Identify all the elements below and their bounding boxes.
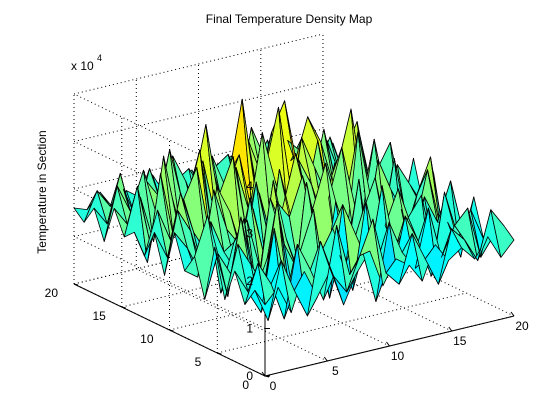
wall-grid-horizontal-back [73, 33, 324, 95]
y-tick-label: 5 [195, 355, 202, 369]
x-tick-label: 10 [391, 349, 405, 363]
x-tick-label: 5 [332, 364, 339, 378]
x-tick-label: 15 [453, 334, 467, 348]
y-tick-label: 10 [140, 332, 154, 346]
z-exponent-base: x 10 [71, 59, 94, 73]
surface-face [490, 209, 515, 258]
wall-grid-horizontal-left [73, 141, 266, 234]
z-axis-label: Temperature in Section [35, 130, 49, 253]
z-exponent-label: x 10 4 [71, 53, 102, 73]
z-tick-label: 0 [246, 369, 253, 383]
y-tick-label: 0 [242, 378, 249, 392]
x-tick-label: 0 [270, 379, 277, 393]
wall-grid-horizontal-left [73, 93, 266, 187]
surface-mesh [73, 98, 515, 321]
z-tick-label: 2 [246, 274, 253, 288]
x-tick-label: 20 [515, 319, 529, 333]
z-exponent-power: 4 [97, 53, 102, 63]
wall-grid-horizontal-left [73, 283, 266, 377]
wall-grid-horizontal-left [73, 236, 266, 329]
z-tick-label: 3 [246, 227, 253, 241]
y-tick-label: 20 [45, 286, 59, 300]
z-tick-label: 1 [246, 322, 253, 336]
chart-title: Final Temperature Density Map [206, 12, 373, 26]
z-tick-labels: 0 1 2 3 4 [246, 179, 253, 383]
y-tick-label: 15 [92, 309, 106, 323]
x-tick-labels: 0 5 10 15 20 [270, 319, 529, 393]
floor-grid-x [136, 268, 328, 362]
z-tick-label: 4 [246, 179, 253, 193]
wall-grid-horizontal-back [73, 81, 324, 142]
